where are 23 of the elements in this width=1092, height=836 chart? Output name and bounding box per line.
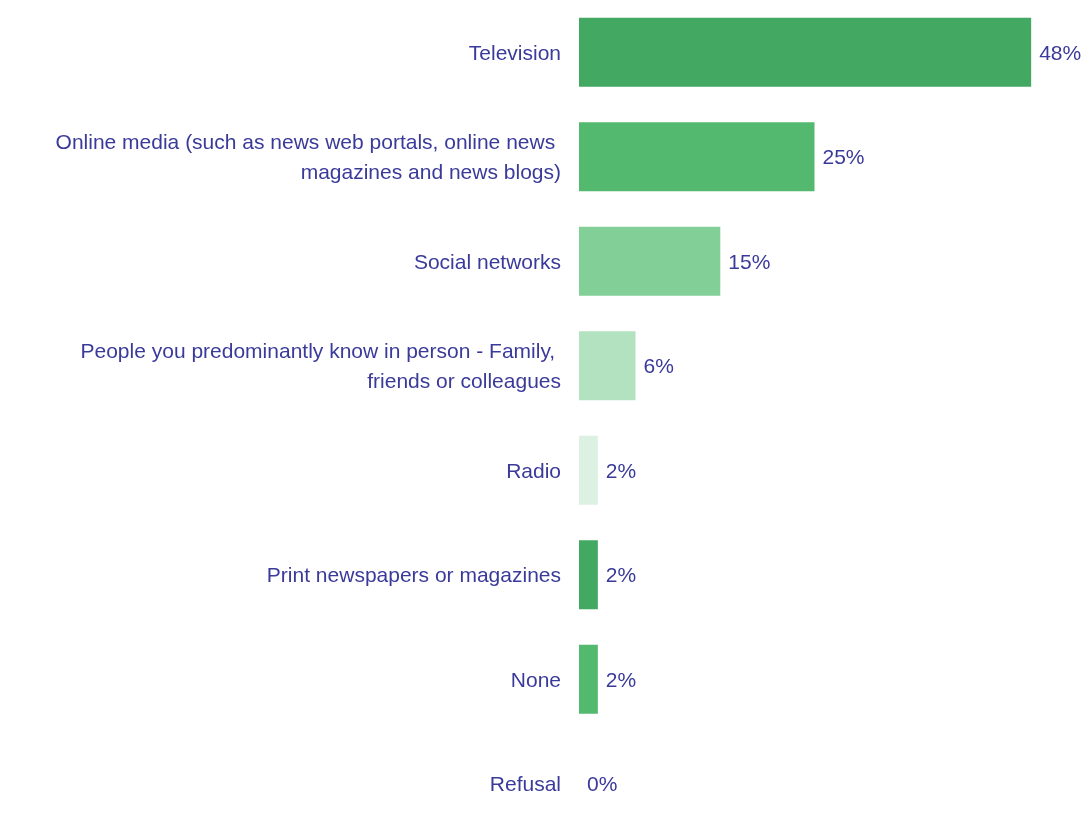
y-tick-label: People you predominantly know in person - Family, friends or colleagues (80, 339, 561, 393)
data-label: 48% (1039, 40, 1082, 64)
data-label: 2% (605, 458, 637, 482)
data-label: 2% (605, 667, 637, 691)
bar (579, 122, 815, 192)
bar (579, 17, 1032, 87)
data-label: 15% (728, 249, 771, 273)
bar (579, 226, 721, 296)
data-label: 2% (605, 563, 637, 587)
y-tick-label: None (510, 667, 561, 691)
data-label: 6% (643, 354, 674, 378)
bar (579, 331, 636, 401)
y-tick-label: Refusal (489, 772, 561, 796)
y-tick-label: Print newspapers or magazines (266, 563, 561, 587)
bar (579, 540, 598, 610)
y-tick-label: Online media (such as news web portals, online news magazines and news blogs) (55, 130, 561, 184)
y-tick-label: Television (468, 40, 561, 64)
y-tick-label: Social networks (413, 249, 561, 273)
bar (579, 644, 598, 714)
bar (579, 435, 598, 505)
data-label: 25% (822, 145, 865, 169)
data-label: 0% (587, 772, 618, 796)
y-tick-label: Radio (506, 458, 561, 482)
